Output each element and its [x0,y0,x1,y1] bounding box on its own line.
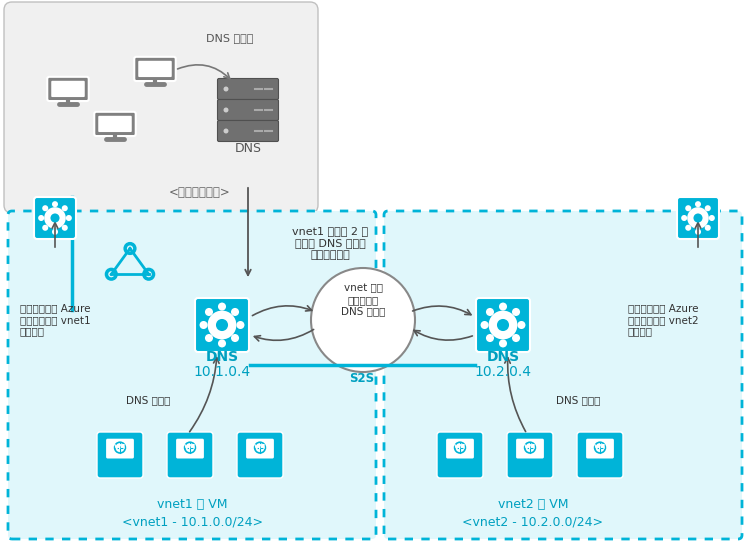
Circle shape [705,225,711,231]
Circle shape [208,311,236,339]
Circle shape [695,229,701,235]
FancyBboxPatch shape [94,112,136,136]
Circle shape [499,339,507,347]
Circle shape [62,205,68,211]
Circle shape [486,334,494,342]
Circle shape [66,215,72,221]
Text: vnet1 または 2 に
向けて DNS クエリ
が転送される: vnet1 または 2 に 向けて DNS クエリ が転送される [292,226,368,260]
Text: 10.2.0.4: 10.2.0.4 [475,365,532,379]
FancyBboxPatch shape [51,81,85,97]
Circle shape [50,214,59,222]
FancyBboxPatch shape [516,439,544,459]
Circle shape [218,302,226,311]
FancyBboxPatch shape [176,439,204,459]
Text: VM: VM [254,444,266,450]
Circle shape [216,319,228,331]
Circle shape [694,214,703,222]
Circle shape [44,207,66,229]
Text: VM: VM [454,444,466,450]
Circle shape [224,107,229,112]
Text: DNS: DNS [206,350,238,364]
FancyBboxPatch shape [97,432,143,478]
Circle shape [42,205,48,211]
FancyBboxPatch shape [677,197,719,239]
Circle shape [686,205,692,211]
Text: DNS: DNS [235,141,262,155]
Text: VM: VM [594,444,606,450]
Circle shape [512,308,520,316]
Circle shape [705,205,711,211]
FancyBboxPatch shape [446,439,474,459]
Text: DNS クエリ: DNS クエリ [206,33,254,43]
Circle shape [42,225,48,231]
FancyBboxPatch shape [8,211,376,539]
FancyBboxPatch shape [217,121,278,141]
Circle shape [205,334,213,342]
Text: DNS クエリ: DNS クエリ [556,395,600,405]
FancyBboxPatch shape [34,197,76,239]
Circle shape [686,225,692,231]
FancyBboxPatch shape [106,439,134,459]
FancyBboxPatch shape [246,439,274,459]
Text: VM: VM [184,444,196,450]
Circle shape [518,321,526,329]
Circle shape [38,215,44,221]
Text: vnet1 の VM: vnet1 の VM [157,499,227,511]
Text: 解決に向けて Azure
に送信された vnet2
のクエリ: 解決に向けて Azure に送信された vnet2 のクエリ [628,304,699,336]
FancyBboxPatch shape [217,100,278,121]
Circle shape [687,207,709,229]
Circle shape [218,339,226,347]
Circle shape [200,321,208,329]
FancyBboxPatch shape [237,432,283,478]
Circle shape [681,215,687,221]
Text: S2S: S2S [350,373,374,385]
Circle shape [486,308,494,316]
Text: vnet2 の VM: vnet2 の VM [498,499,568,511]
Circle shape [311,268,415,372]
FancyBboxPatch shape [98,116,132,132]
Text: DNS クエリ: DNS クエリ [126,395,170,405]
FancyBboxPatch shape [4,2,318,213]
Text: 解決に向けて Azure
に送信された vnet1
のクエリ: 解決に向けて Azure に送信された vnet1 のクエリ [20,304,91,336]
FancyBboxPatch shape [507,432,553,478]
Text: vnet 間で
転送される
DNS クエリ: vnet 間で 転送される DNS クエリ [340,283,386,317]
Circle shape [499,302,507,311]
FancyBboxPatch shape [47,77,88,101]
Text: <vnet2 - 10.2.0.0/24>: <vnet2 - 10.2.0.0/24> [463,516,604,528]
FancyBboxPatch shape [384,211,742,539]
Circle shape [52,201,58,207]
FancyBboxPatch shape [476,298,530,352]
Text: DNS: DNS [487,350,520,364]
Circle shape [481,321,488,329]
Circle shape [695,201,701,207]
FancyBboxPatch shape [167,432,213,478]
FancyBboxPatch shape [195,298,249,352]
Circle shape [224,128,229,134]
Circle shape [497,319,509,331]
Circle shape [52,229,58,235]
FancyBboxPatch shape [138,61,172,77]
FancyBboxPatch shape [134,57,176,81]
Text: <vnet1 - 10.1.0.0/24>: <vnet1 - 10.1.0.0/24> [122,516,262,528]
Text: <オンプレミス>: <オンプレミス> [170,186,231,199]
Circle shape [512,334,520,342]
Text: 10.1.0.4: 10.1.0.4 [194,365,250,379]
Circle shape [488,311,518,339]
Circle shape [709,215,715,221]
Circle shape [231,308,239,316]
Circle shape [231,334,239,342]
Circle shape [224,87,229,92]
Circle shape [205,308,213,316]
FancyBboxPatch shape [577,432,623,478]
FancyBboxPatch shape [217,78,278,100]
Circle shape [236,321,244,329]
Circle shape [62,225,68,231]
FancyBboxPatch shape [586,439,614,459]
Text: VM: VM [524,444,536,450]
FancyBboxPatch shape [437,432,483,478]
Text: VM: VM [114,444,126,450]
